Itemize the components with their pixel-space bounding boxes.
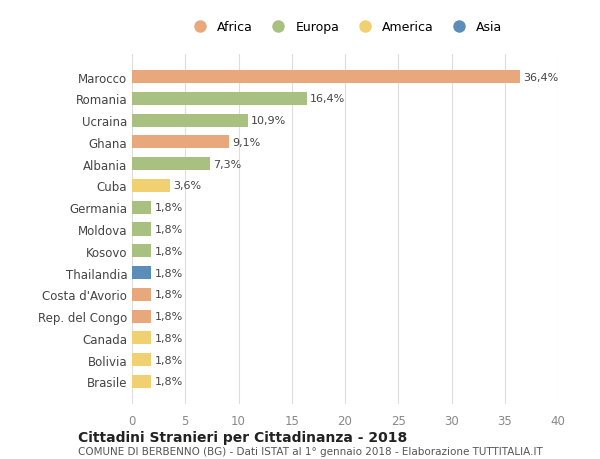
Text: 1,8%: 1,8% — [154, 333, 182, 343]
Text: 7,3%: 7,3% — [213, 159, 241, 169]
Text: 1,8%: 1,8% — [154, 268, 182, 278]
Text: 1,8%: 1,8% — [154, 355, 182, 365]
Bar — [132, 158, 210, 171]
Legend: Africa, Europa, America, Asia: Africa, Europa, America, Asia — [182, 16, 508, 39]
Bar — [132, 223, 151, 236]
Text: 10,9%: 10,9% — [251, 116, 287, 126]
Text: 36,4%: 36,4% — [523, 73, 558, 83]
Bar — [132, 136, 229, 149]
Bar — [132, 245, 151, 258]
Bar — [132, 71, 520, 84]
Bar — [132, 353, 151, 366]
Bar — [132, 114, 248, 128]
Text: 9,1%: 9,1% — [232, 138, 260, 148]
Bar — [132, 288, 151, 301]
Text: 1,8%: 1,8% — [154, 203, 182, 213]
Bar — [132, 375, 151, 388]
Bar — [132, 93, 307, 106]
Text: 3,6%: 3,6% — [173, 181, 202, 191]
Text: 16,4%: 16,4% — [310, 94, 345, 104]
Bar — [132, 331, 151, 345]
Bar — [132, 179, 170, 193]
Text: 1,8%: 1,8% — [154, 224, 182, 235]
Text: 1,8%: 1,8% — [154, 290, 182, 300]
Bar — [132, 201, 151, 214]
Text: 1,8%: 1,8% — [154, 246, 182, 256]
Text: COMUNE DI BERBENNO (BG) - Dati ISTAT al 1° gennaio 2018 - Elaborazione TUTTITALI: COMUNE DI BERBENNO (BG) - Dati ISTAT al … — [78, 447, 543, 456]
Text: Cittadini Stranieri per Cittadinanza - 2018: Cittadini Stranieri per Cittadinanza - 2… — [78, 430, 407, 444]
Bar — [132, 310, 151, 323]
Bar — [132, 266, 151, 280]
Text: 1,8%: 1,8% — [154, 376, 182, 386]
Text: 1,8%: 1,8% — [154, 311, 182, 321]
